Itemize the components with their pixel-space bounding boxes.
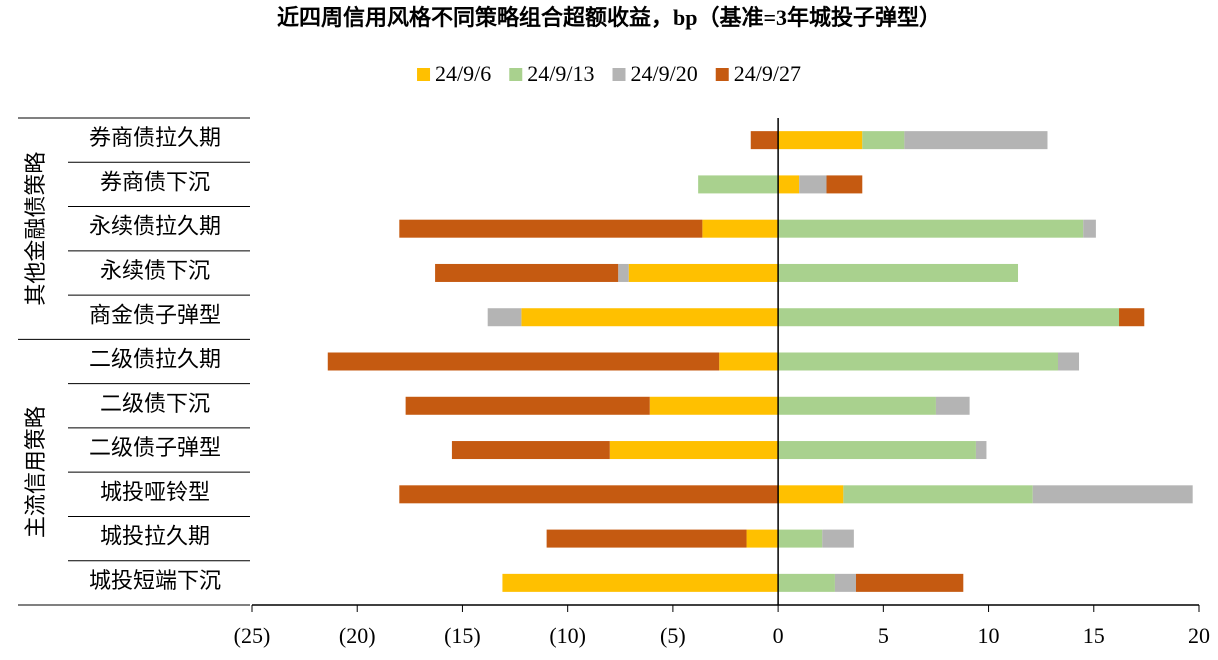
category-label: 城投哑铃型 [100, 479, 210, 504]
x-tick-label: (20) [339, 623, 376, 648]
bar [649, 396, 779, 415]
bar [778, 263, 1019, 282]
legend-label: 24/9/27 [734, 61, 801, 86]
bar [618, 263, 629, 282]
legend-swatch [509, 68, 523, 81]
legend-label: 24/9/13 [527, 61, 594, 86]
bar [778, 352, 1059, 371]
bar [862, 131, 905, 150]
bar [975, 441, 987, 460]
bar [487, 308, 522, 327]
bar [327, 352, 720, 371]
x-tick-label: (25) [234, 623, 271, 648]
bar [1032, 485, 1193, 504]
category-label: 城投拉久期 [100, 524, 210, 549]
category-label: 永续债下沉 [100, 258, 210, 283]
group-label: 其他金融债策略 [23, 152, 48, 306]
bar [778, 441, 976, 460]
bar [719, 352, 779, 371]
category-label: 二级债拉久期 [89, 347, 221, 372]
category-label: 城投短端下沉 [89, 568, 221, 593]
bar [399, 485, 779, 504]
x-tick-label: 10 [978, 623, 1000, 648]
x-tick-label: 5 [878, 623, 889, 648]
bar [778, 529, 823, 548]
legend: 24/9/6 24/9/13 24/9/20 24/9/27 [417, 61, 801, 86]
x-tick-label: (5) [660, 623, 686, 648]
legend-swatch [715, 68, 729, 81]
bar [1083, 219, 1096, 238]
category-label: 商金债子弹型 [89, 302, 221, 327]
bar [822, 529, 854, 548]
x-tick-label: 20 [1188, 623, 1210, 648]
bar [698, 175, 779, 194]
bar [451, 441, 610, 460]
bar [935, 396, 970, 415]
group-label: 主流信用策略 [23, 406, 48, 538]
bar [546, 529, 747, 548]
bar [778, 485, 844, 504]
bar [750, 131, 779, 150]
bar [1119, 308, 1145, 327]
x-tick-label: (10) [549, 623, 586, 648]
category-label: 二级债子弹型 [89, 435, 221, 460]
legend-label: 24/9/6 [435, 61, 491, 86]
bar [826, 175, 863, 194]
bar [855, 573, 964, 592]
x-tick-label: 0 [773, 623, 784, 648]
bar [399, 219, 703, 238]
legend-swatch [612, 68, 626, 81]
bar [778, 396, 936, 415]
category-label: 二级债下沉 [100, 391, 210, 416]
bar [778, 131, 863, 150]
bar [435, 263, 619, 282]
legend-label: 24/9/20 [631, 61, 698, 86]
bar [778, 219, 1084, 238]
category-label: 永续债拉久期 [89, 214, 221, 239]
chart-title: 近四周信用风格不同策略组合超额收益，bp（基准=3年城投子弹型） [277, 5, 941, 30]
x-tick-label: (15) [444, 623, 481, 648]
bar [778, 573, 835, 592]
bar [799, 175, 827, 194]
bar [702, 219, 779, 238]
bar [904, 131, 1048, 150]
bar [834, 573, 856, 592]
bar [628, 263, 779, 282]
bar [746, 529, 779, 548]
bar [502, 573, 779, 592]
bar [778, 175, 800, 194]
bar [609, 441, 779, 460]
category-label: 券商债下沉 [100, 169, 210, 194]
x-tick-label: 15 [1083, 623, 1105, 648]
bar [843, 485, 1033, 504]
bar [778, 308, 1120, 327]
bar [1058, 352, 1080, 371]
bar [521, 308, 779, 327]
category-label: 券商债拉久期 [89, 125, 221, 150]
legend-swatch [417, 68, 431, 81]
bar [405, 396, 650, 415]
